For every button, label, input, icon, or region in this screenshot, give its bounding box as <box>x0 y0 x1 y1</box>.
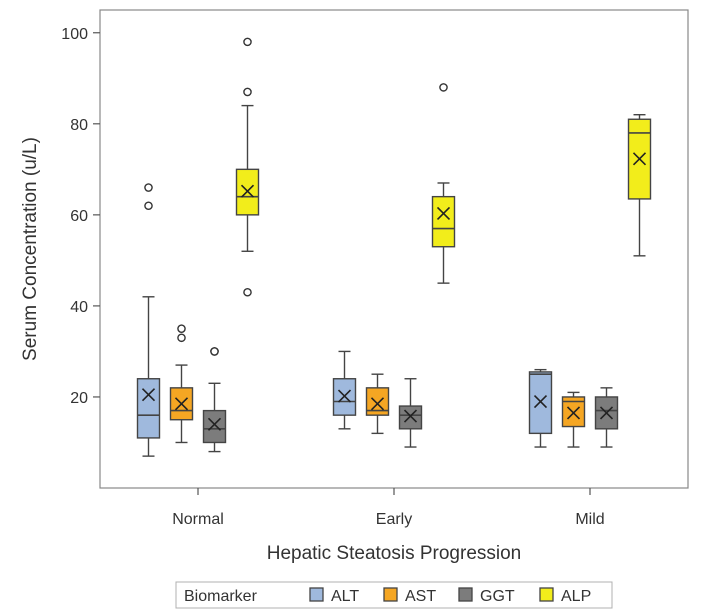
mean-marker <box>174 397 189 411</box>
box-alt <box>528 368 553 448</box>
y-axis-title: Serum Concentration (u/L) <box>20 137 41 361</box>
mean-marker <box>632 152 647 166</box>
box-body <box>431 195 456 248</box>
legend-items: ALT AST GGT ALP <box>309 587 591 605</box>
outlier-point <box>243 287 252 297</box>
mean-marker <box>141 388 156 402</box>
y-tick-label: 40 <box>70 299 88 316</box>
legend-label: AST <box>405 588 436 605</box>
legend-item-alt: ALT <box>309 587 359 605</box>
x-tick-label: Early <box>376 511 412 528</box>
y-tick-label: 100 <box>61 26 88 43</box>
y-axis: 20 40 60 80 100 <box>61 26 100 407</box>
outlier-point <box>177 324 186 333</box>
legend-item-ast: AST <box>383 587 436 605</box>
box-ast <box>561 391 586 448</box>
y-tick-label: 20 <box>70 390 88 407</box>
outlier-point <box>177 333 186 343</box>
box-ggt <box>594 387 619 448</box>
box-series <box>136 37 652 457</box>
outlier-point <box>439 83 448 92</box>
y-tick-label: 60 <box>70 208 88 225</box>
legend-swatch <box>309 587 324 602</box>
series-alp <box>235 37 652 297</box>
legend-swatch <box>458 587 473 602</box>
mean-marker <box>566 406 581 420</box>
legend-swatch <box>539 587 554 602</box>
plot-area <box>99 9 689 489</box>
legend-label: ALT <box>331 588 359 605</box>
outlier-point <box>243 87 252 97</box>
series-alt <box>136 183 553 457</box>
box-body <box>528 371 553 435</box>
legend-item-ggt: GGT <box>458 587 515 605</box>
outlier-point <box>144 201 153 211</box>
legend-label: GGT <box>480 588 515 605</box>
outlier-point <box>243 37 252 47</box>
x-axis: Normal Early Mild <box>172 488 605 528</box>
box-alt <box>136 183 161 457</box>
mean-marker <box>403 409 418 423</box>
outlier-point <box>144 183 153 192</box>
box-body <box>202 409 227 444</box>
legend-swatch <box>383 587 398 602</box>
box-ggt <box>398 378 423 448</box>
box-alp <box>235 37 260 297</box>
box-ggt <box>202 347 227 453</box>
y-tick-label: 80 <box>70 117 88 134</box>
mean-marker <box>370 397 385 411</box>
mean-marker <box>240 184 255 198</box>
box-body <box>398 405 423 430</box>
box-ast <box>365 373 390 435</box>
x-tick-label: Normal <box>172 511 224 528</box>
box-alp <box>431 83 456 284</box>
box-ast <box>169 324 194 444</box>
mean-marker <box>599 406 614 420</box>
mean-marker <box>533 394 548 409</box>
mean-marker <box>436 206 451 221</box>
x-axis-title: Hepatic Steatosis Progression <box>267 543 522 564</box>
mean-marker <box>207 417 222 431</box>
outlier-point <box>210 347 219 356</box>
mean-marker <box>337 389 352 403</box>
box-alt <box>332 350 357 430</box>
legend-label: ALP <box>561 588 591 605</box>
series-ggt <box>202 347 619 453</box>
series-ast <box>169 324 586 448</box>
legend-item-alp: ALP <box>539 587 591 605</box>
x-tick-label: Mild <box>575 511 604 528</box>
legend: Biomarker ALT AST GGT ALP <box>175 581 613 609</box>
box-alp <box>627 114 652 257</box>
box-body <box>136 378 161 439</box>
legend-title: Biomarker <box>184 588 258 605</box>
